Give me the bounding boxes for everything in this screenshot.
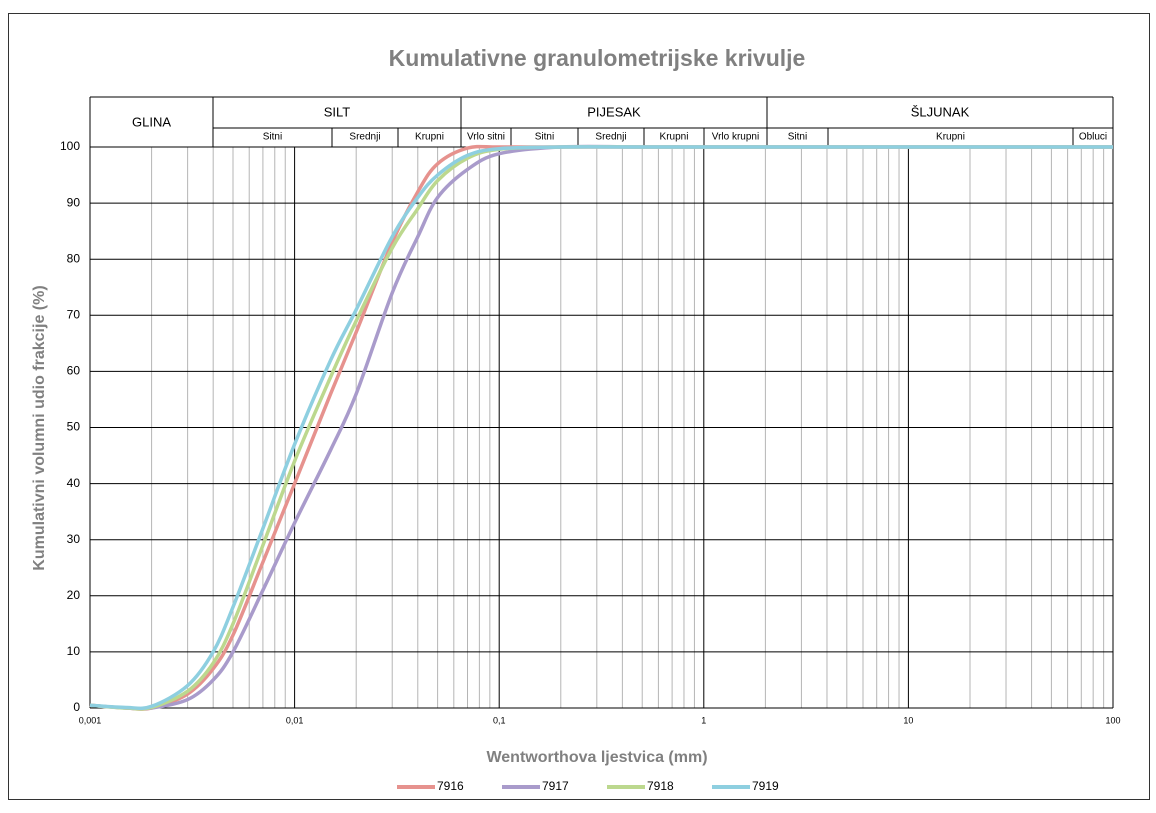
chart-title: Kumulativne granulometrijske krivulje bbox=[389, 45, 806, 71]
header-part-label: Srednji bbox=[349, 132, 380, 143]
legend-label: 7919 bbox=[752, 779, 779, 793]
header-part-label: Sitni bbox=[263, 132, 282, 143]
x-tick-label: 1 bbox=[701, 715, 706, 725]
y-tick-label: 60 bbox=[67, 364, 81, 378]
header-part-label: Sitni bbox=[535, 132, 554, 143]
legend-label: 7916 bbox=[437, 779, 464, 793]
y-tick-label: 30 bbox=[67, 532, 81, 546]
header-group-label: ŠLJUNAK bbox=[911, 104, 970, 119]
frame bbox=[8, 13, 1150, 800]
x-tick-label: 100 bbox=[1105, 715, 1120, 725]
header-part-label: Obluci bbox=[1079, 132, 1107, 143]
header-part-label: Krupni bbox=[936, 132, 965, 143]
y-tick-label: 0 bbox=[73, 700, 80, 714]
header-part-label: Krupni bbox=[415, 132, 444, 143]
y-tick-label: 50 bbox=[67, 420, 81, 434]
header-part-label: Sitni bbox=[788, 132, 807, 143]
header-group-label: SILT bbox=[324, 104, 351, 119]
legend-label: 7917 bbox=[542, 779, 569, 793]
y-tick-label: 20 bbox=[67, 588, 81, 602]
y-tick-label: 40 bbox=[67, 476, 81, 490]
y-tick-label: 100 bbox=[60, 139, 80, 153]
y-tick-label: 10 bbox=[67, 644, 81, 658]
x-tick-label: 0,01 bbox=[286, 715, 304, 725]
y-tick-label: 90 bbox=[67, 195, 81, 209]
x-axis-title: Wentworthova ljestvica (mm) bbox=[486, 749, 707, 766]
x-tick-label: 0,1 bbox=[493, 715, 506, 725]
header-part-label: Krupni bbox=[660, 132, 689, 143]
y-axis-title: Kumulativni volumni udio frakcije (%) bbox=[31, 285, 48, 570]
series-line bbox=[89, 145, 1113, 711]
y-tick-label: 70 bbox=[67, 307, 81, 321]
header-group-label: GLINA bbox=[132, 114, 171, 129]
header-group-label: PIJESAK bbox=[587, 104, 641, 119]
y-tick-label: 80 bbox=[67, 251, 81, 265]
x-tick-label: 0,001 bbox=[79, 715, 102, 725]
x-tick-label: 10 bbox=[903, 715, 913, 725]
header-part-label: Vrlo sitni bbox=[467, 132, 505, 143]
header-part-label: Srednji bbox=[595, 132, 626, 143]
legend-label: 7918 bbox=[647, 779, 674, 793]
header-part-label: Vrlo krupni bbox=[712, 132, 759, 143]
